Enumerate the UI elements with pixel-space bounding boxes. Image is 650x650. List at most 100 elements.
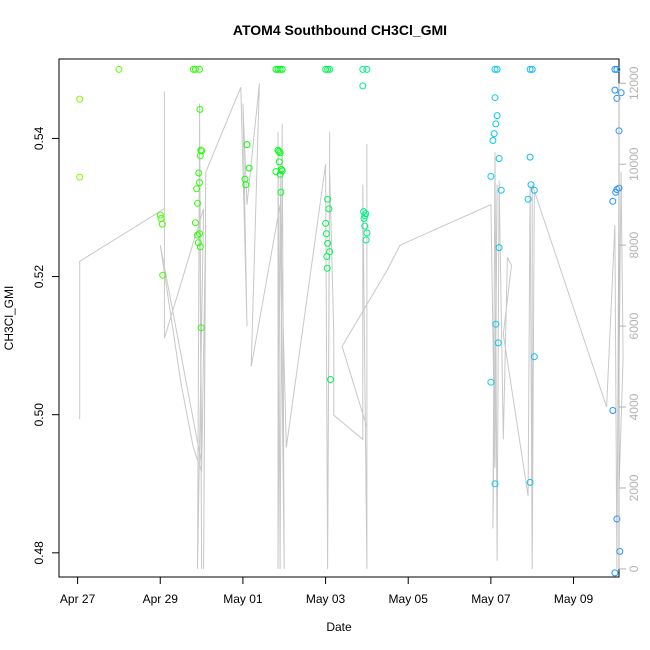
y2-tick-label: 6000 — [627, 312, 641, 339]
data-point — [278, 65, 286, 73]
y-tick-label: 0.48 — [32, 541, 46, 565]
data-point — [324, 65, 332, 73]
data-point — [489, 137, 497, 144]
data-point — [277, 188, 285, 196]
data-point — [527, 181, 535, 189]
data-point — [530, 353, 538, 361]
data-point — [277, 166, 285, 173]
y-tick-label: 0.52 — [32, 265, 46, 289]
altitude-line-layer — [79, 83, 624, 569]
x-axis-label: Date — [326, 620, 352, 634]
data-point — [158, 220, 166, 228]
data-point — [322, 230, 330, 238]
x-tick-label: May 09 — [554, 592, 594, 606]
data-point — [492, 320, 500, 328]
data-point — [363, 65, 371, 73]
data-point — [363, 229, 371, 237]
data-point — [362, 236, 370, 244]
data-point — [327, 376, 334, 383]
data-point — [325, 205, 333, 213]
y2-tick-label: 8000 — [627, 231, 641, 258]
y2-tick-label: 0 — [627, 565, 641, 572]
data-point — [611, 65, 619, 73]
data-point — [323, 253, 331, 260]
data-point — [156, 211, 164, 219]
chart-title: ATOM4 Southbound CH3Cl_GMI — [233, 22, 447, 38]
y-axis-right: 0 2000 4000 6000 8000 10000 12000 — [618, 66, 641, 572]
data-point — [526, 478, 534, 486]
data-point — [526, 65, 534, 73]
data-point — [276, 149, 284, 157]
data-point — [359, 65, 367, 73]
data-point — [196, 230, 203, 238]
y-axis-label: CH3Cl_GMI — [2, 286, 16, 351]
data-point — [495, 244, 503, 252]
x-tick-label: Apr 29 — [143, 592, 179, 606]
data-point — [528, 65, 536, 73]
point-layer — [76, 65, 625, 577]
x-tick-label: May 01 — [223, 592, 263, 606]
data-point — [613, 65, 621, 73]
data-point — [194, 239, 202, 247]
data-point — [196, 105, 204, 113]
data-point — [76, 173, 84, 181]
data-point — [360, 208, 368, 216]
y-tick-label: 0.50 — [32, 403, 46, 427]
data-point — [487, 172, 495, 180]
data-point — [324, 195, 332, 203]
y2-tick-label: 4000 — [627, 393, 641, 420]
data-point — [360, 215, 368, 222]
data-point — [361, 222, 369, 230]
data-point — [359, 82, 367, 90]
data-point — [487, 378, 495, 386]
data-point — [491, 480, 499, 488]
data-point — [76, 95, 84, 103]
data-point — [159, 271, 167, 279]
data-point — [322, 219, 330, 227]
data-point — [276, 65, 284, 73]
data-point — [243, 141, 251, 149]
y-tick-label: 0.54 — [32, 126, 46, 150]
data-point — [617, 89, 625, 97]
y-axis-left: 0.48 0.50 0.52 0.54 — [32, 126, 60, 565]
data-point — [242, 181, 250, 189]
data-point — [362, 210, 370, 218]
data-point — [194, 231, 201, 239]
data-point — [611, 569, 619, 577]
data-point — [276, 170, 284, 178]
data-point — [494, 339, 502, 347]
data-point — [323, 264, 331, 272]
data-point — [275, 158, 283, 166]
y2-tick-label: 12000 — [627, 66, 641, 100]
data-point — [245, 164, 253, 172]
data-point — [490, 130, 498, 138]
data-point — [324, 239, 332, 247]
data-point — [195, 169, 203, 177]
data-point — [275, 148, 283, 155]
data-point — [191, 219, 199, 227]
data-point — [197, 324, 205, 332]
data-point — [613, 94, 621, 102]
data-point — [198, 147, 206, 155]
data-point — [495, 155, 503, 162]
data-point — [196, 65, 203, 73]
data-point — [530, 186, 538, 194]
data-point — [115, 65, 123, 73]
altitude-line — [79, 83, 624, 569]
data-point — [526, 153, 534, 161]
data-point — [197, 146, 205, 154]
x-tick-label: Apr 27 — [60, 592, 96, 606]
data-point — [491, 65, 499, 73]
data-point — [191, 65, 199, 73]
data-point — [196, 243, 204, 251]
data-point — [609, 197, 617, 205]
data-point — [493, 65, 501, 73]
data-point — [524, 195, 532, 203]
data-point — [322, 65, 330, 73]
data-point — [492, 120, 500, 128]
data-point — [616, 547, 624, 555]
y2-tick-label: 10000 — [627, 147, 641, 181]
data-point — [491, 94, 499, 102]
x-tick-label: May 03 — [306, 592, 346, 606]
